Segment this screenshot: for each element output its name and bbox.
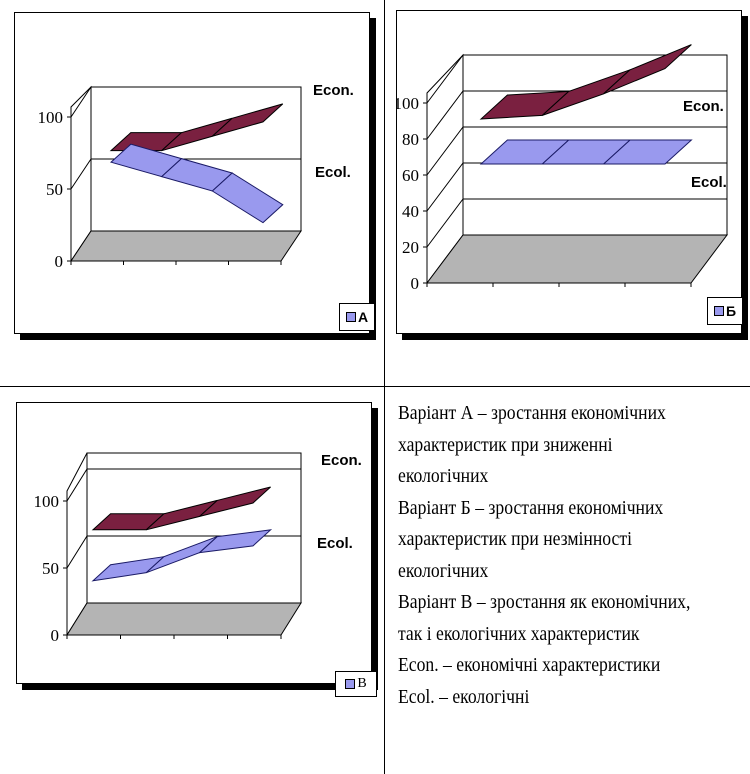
econ-ribbon-segment [603, 44, 692, 95]
description-line: так і екологічних характеристик [398, 622, 640, 645]
description-line: Ecol. – екологічні [398, 685, 530, 708]
legend-label-b: Б [725, 303, 737, 319]
description-line: характеристик при незмінності [398, 528, 632, 550]
y-tick-label: 100 [34, 492, 60, 511]
y-tick-label: 0 [411, 274, 420, 293]
ecol-series-label: Ecol. [315, 164, 351, 181]
chart-b-plot: 0 20 40 60 80 100 Econ. Ecol. [397, 44, 728, 293]
ecol-ribbon-segment [602, 139, 693, 165]
legend-label-a: A [357, 309, 369, 325]
econ-ribbon-segment [211, 103, 284, 137]
chart-variant-v: 0 50 100 Econ. Ecol. В [16, 402, 377, 697]
chart-floor [70, 230, 302, 262]
ecol-ribbon-segment [145, 536, 218, 574]
gridline [426, 126, 727, 176]
gridline [66, 468, 301, 502]
gridline [426, 90, 727, 140]
table-divider-vertical [384, 0, 385, 774]
legend-swatch [345, 679, 356, 689]
description-line: Варіант В – зростання як економічних, [398, 591, 691, 613]
ecol-series-label: Ecol. [317, 535, 353, 552]
econ-ribbon-segment [199, 486, 271, 517]
y-tick-label: 50 [42, 559, 59, 578]
y-tick-label: 100 [397, 94, 419, 113]
ecol-series-label: Ecol. [691, 174, 727, 191]
gridline [426, 162, 727, 212]
chart-a-plot: 0 50 100 Econ. Ecol. [38, 82, 354, 271]
chart-variant-a: 0 50 100 Econ. Ecol. A [14, 12, 375, 334]
description-line: характеристик при зниженні [398, 433, 613, 456]
y-tick-label: 0 [51, 626, 60, 645]
chart-floor [426, 234, 728, 284]
ecol-ribbon-segment [198, 529, 273, 554]
description-line: екологічних [398, 465, 489, 487]
description-line: Варіант А – зростання економічних [398, 402, 666, 424]
variant-description: Варіант А – зростання економічних характ… [398, 398, 748, 713]
y-tick-label: 0 [55, 252, 64, 271]
y-tick-label: 40 [402, 202, 419, 221]
gridline [426, 198, 727, 248]
y-tick-label: 60 [402, 166, 419, 185]
table-divider-horizontal [0, 386, 750, 387]
y-tick-label: 100 [38, 108, 64, 127]
econ-series-label: Econ. [683, 98, 724, 115]
y-tick-label: 20 [402, 238, 419, 257]
description-line: Варіант Б – зростання економічних [398, 496, 664, 519]
legend-label-v: В [357, 676, 367, 691]
y-tick-label: 50 [46, 180, 63, 199]
legend-swatch [713, 306, 724, 316]
gridline [70, 158, 301, 190]
econ-series-label: Econ. [313, 82, 354, 99]
y-tick-label: 80 [402, 130, 419, 149]
chart-variant-b: 0 20 40 60 80 100 Econ. Ecol. Б [396, 10, 743, 334]
chart-a-legend: A [339, 303, 375, 331]
chart-v-legend: В [335, 671, 377, 697]
chart-floor [66, 602, 302, 636]
legend-swatch [345, 312, 356, 322]
econ-series-label: Econ. [321, 452, 362, 469]
ecol-ribbon-segment [211, 172, 284, 224]
description-line: Econ. – економічні характеристики [398, 654, 661, 676]
gridline [426, 54, 727, 104]
description-line: екологічних [398, 559, 489, 582]
gridline [70, 86, 301, 118]
chart-v-plot: 0 50 100 Econ. Ecol. [34, 452, 362, 645]
chart-b-legend: Б [707, 297, 743, 325]
